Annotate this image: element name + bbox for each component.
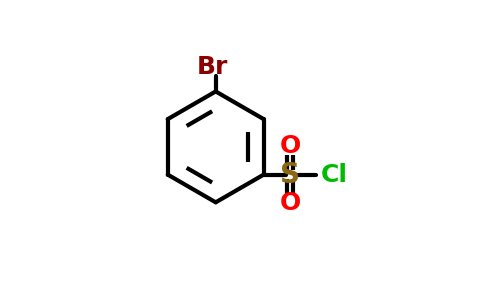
Text: O: O <box>280 191 301 215</box>
Text: O: O <box>280 134 301 158</box>
Text: Br: Br <box>197 55 228 79</box>
Text: S: S <box>280 160 300 189</box>
Text: Cl: Cl <box>320 163 348 187</box>
